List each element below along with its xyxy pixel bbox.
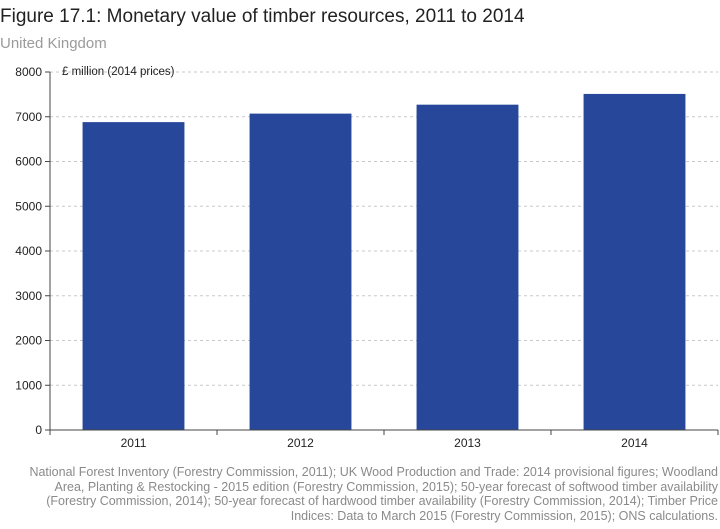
y-tick-label: 1000 — [15, 378, 42, 392]
y-tick-label: 2000 — [15, 334, 42, 348]
bar-2014 — [583, 93, 686, 431]
y-tick-label: 6000 — [15, 155, 42, 169]
x-tick-label: 2012 — [287, 436, 314, 450]
chart-subtitle: United Kingdom — [0, 35, 107, 52]
x-tick-label: 2014 — [621, 436, 648, 450]
y-tick-label: 7000 — [15, 110, 42, 124]
axes: 0 1000 2000 3000 4000 5000 6000 7000 8000 2011 201… — [15, 65, 719, 450]
bar-2013 — [416, 104, 519, 430]
y-tick-label: 3000 — [15, 289, 42, 303]
y-tick-label: 5000 — [15, 199, 42, 213]
bar-2012 — [249, 113, 352, 431]
y-tick-label: 4000 — [15, 244, 42, 258]
y-tick-label: 8000 — [15, 65, 42, 79]
bar-2011 — [82, 122, 185, 431]
source-note: National Forest Inventory (Forestry Comm… — [29, 465, 718, 523]
bar-chart: 0 1000 2000 3000 4000 5000 6000 7000 8000 2011 201… — [15, 65, 719, 450]
x-tick-label: 2013 — [454, 436, 481, 450]
chart-title: Figure 17.1: Monetary value of timber re… — [0, 6, 525, 27]
x-tick-label: 2011 — [121, 436, 147, 450]
y-tick-label: 0 — [35, 423, 42, 437]
y-axis-unit-label: £ million (2014 prices) — [62, 66, 175, 78]
bars — [82, 93, 686, 431]
